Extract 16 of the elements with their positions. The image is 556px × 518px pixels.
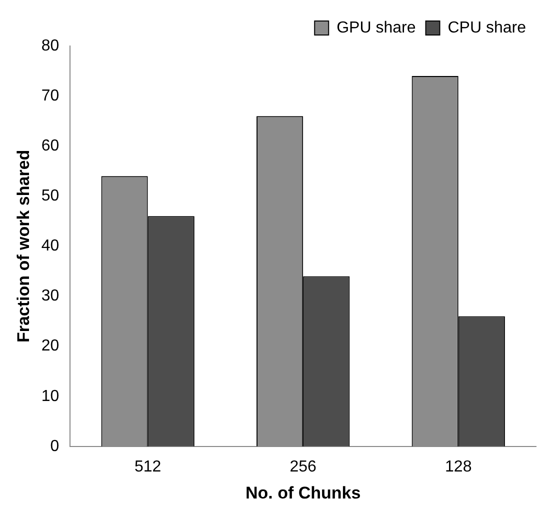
y-tick-label: 30 [41, 288, 60, 305]
legend-label: GPU share [336, 19, 416, 36]
y-tick-label: 70 [41, 87, 60, 104]
x-tick-label: 128 [445, 458, 472, 476]
y-tick-label: 60 [41, 138, 60, 155]
y-axis-title: Fraction of work shared [14, 150, 33, 343]
y-tick-label: 40 [41, 238, 60, 255]
y-tick-label: 50 [41, 188, 60, 205]
x-tick-label: 512 [134, 458, 162, 476]
y-tick-label: 20 [41, 338, 60, 355]
legend-label: CPU share [448, 19, 526, 36]
y-tick-label: 0 [50, 438, 60, 455]
x-tick-label: 256 [290, 458, 317, 476]
y-tick-label: 10 [41, 388, 60, 405]
x-axis-title: No. of Chunks [245, 483, 361, 502]
y-tick-label: 80 [41, 37, 60, 54]
